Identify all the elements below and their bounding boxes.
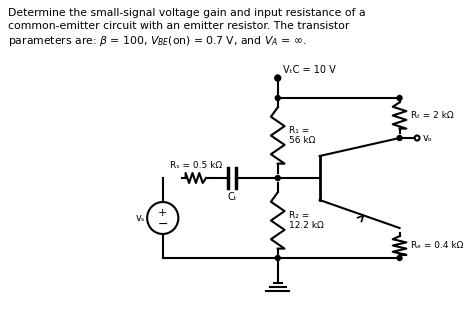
Text: Rₜ = 2 kΩ: Rₜ = 2 kΩ xyxy=(411,111,454,120)
Circle shape xyxy=(275,175,280,180)
Circle shape xyxy=(275,255,280,260)
Text: VₜC = 10 V: VₜC = 10 V xyxy=(283,65,336,75)
Text: −: − xyxy=(157,217,168,230)
Text: common-emitter circuit with an emitter resistor. The transistor: common-emitter circuit with an emitter r… xyxy=(8,21,349,31)
Text: R₂ =
12.2 kΩ: R₂ = 12.2 kΩ xyxy=(290,211,324,230)
Text: parameters are: $\beta$ = 100, $V_{BE}$(on) = 0.7 V, and $V_A$ = $\infty$.: parameters are: $\beta$ = 100, $V_{BE}$(… xyxy=(8,34,306,48)
Text: Determine the small-signal voltage gain and input resistance of a: Determine the small-signal voltage gain … xyxy=(8,8,365,18)
Circle shape xyxy=(397,136,402,141)
Text: vₒ: vₒ xyxy=(423,133,433,143)
Circle shape xyxy=(275,96,280,101)
Circle shape xyxy=(397,96,402,101)
Text: Rₑ = 0.4 kΩ: Rₑ = 0.4 kΩ xyxy=(411,241,464,250)
Text: +: + xyxy=(158,208,167,218)
Circle shape xyxy=(397,255,402,260)
Text: R₁ =
56 kΩ: R₁ = 56 kΩ xyxy=(290,126,316,145)
Text: Rₛ = 0.5 kΩ: Rₛ = 0.5 kΩ xyxy=(170,161,222,170)
Text: vₛ: vₛ xyxy=(136,213,145,223)
Circle shape xyxy=(275,75,281,81)
Text: Cₜ: Cₜ xyxy=(227,192,237,202)
